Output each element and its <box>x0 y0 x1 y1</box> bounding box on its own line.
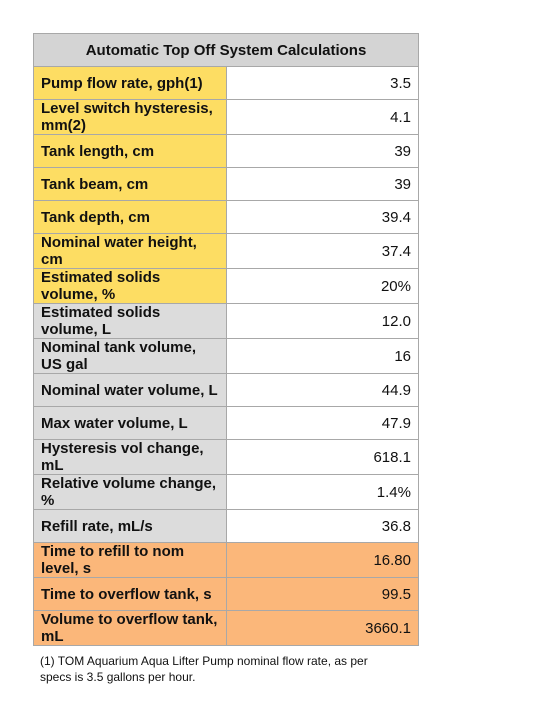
row-label: Refill rate, mL/s <box>33 509 227 543</box>
row-label: Hysteresis vol change, mL <box>33 439 227 475</box>
calculations-sheet: Automatic Top Off System Calculations Pu… <box>33 33 419 646</box>
table-row: Pump flow rate, gph(1) 3.5 <box>33 66 419 100</box>
row-value: 4.1 <box>225 99 419 135</box>
row-label: Volume to overflow tank, mL <box>33 610 227 646</box>
table-row: Tank length, cm 39 <box>33 134 419 168</box>
row-value: 47.9 <box>225 406 419 440</box>
footnote-line: specs is 3.5 gallons per hour. <box>40 670 196 684</box>
table-row: Hysteresis vol change, mL 618.1 <box>33 439 419 475</box>
table-row: Max water volume, L 47.9 <box>33 406 419 440</box>
row-value: 39 <box>225 167 419 201</box>
row-label: Tank beam, cm <box>33 167 227 201</box>
table-title: Automatic Top Off System Calculations <box>33 33 419 67</box>
row-value: 44.9 <box>225 373 419 407</box>
footnote: (1) TOM Aquarium Aqua Lifter Pump nomina… <box>40 653 440 685</box>
table-row: Time to overflow tank, s 99.5 <box>33 577 419 611</box>
table-row: Nominal tank volume, US gal 16 <box>33 338 419 374</box>
row-label: Level switch hysteresis, mm(2) <box>33 99 227 135</box>
table-row: Time to refill to nom level, s 16.80 <box>33 542 419 578</box>
table-row: Estimated solids volume, % 20% <box>33 268 419 304</box>
row-value: 12.0 <box>225 303 419 339</box>
table-row: Tank beam, cm 39 <box>33 167 419 201</box>
row-label: Pump flow rate, gph(1) <box>33 66 227 100</box>
row-label: Nominal water height, cm <box>33 233 227 269</box>
row-value: 99.5 <box>225 577 419 611</box>
table-row: Refill rate, mL/s 36.8 <box>33 509 419 543</box>
table-row: Level switch hysteresis, mm(2) 4.1 <box>33 99 419 135</box>
row-label: Max water volume, L <box>33 406 227 440</box>
row-value: 37.4 <box>225 233 419 269</box>
calculations-table: Automatic Top Off System Calculations Pu… <box>33 33 419 646</box>
row-label: Estimated solids volume, % <box>33 268 227 304</box>
row-label: Time to refill to nom level, s <box>33 542 227 578</box>
table-header-row: Automatic Top Off System Calculations <box>33 33 419 67</box>
table-row: Volume to overflow tank, mL 3660.1 <box>33 610 419 646</box>
row-label: Relative volume change, % <box>33 474 227 510</box>
row-value: 1.4% <box>225 474 419 510</box>
row-value: 20% <box>225 268 419 304</box>
row-value: 16.80 <box>225 542 419 578</box>
row-value: 39 <box>225 134 419 168</box>
row-label: Tank depth, cm <box>33 200 227 234</box>
table-body: Pump flow rate, gph(1) 3.5 Level switch hy… <box>33 66 419 646</box>
row-label: Nominal water volume, L <box>33 373 227 407</box>
table-row: Estimated solids volume, L 12.0 <box>33 303 419 339</box>
row-value: 3660.1 <box>225 610 419 646</box>
row-label: Tank length, cm <box>33 134 227 168</box>
footnote-line: (1) TOM Aquarium Aqua Lifter Pump nomina… <box>40 654 368 668</box>
row-label: Time to overflow tank, s <box>33 577 227 611</box>
table-row: Tank depth, cm 39.4 <box>33 200 419 234</box>
row-value: 36.8 <box>225 509 419 543</box>
row-label: Nominal tank volume, US gal <box>33 338 227 374</box>
row-value: 16 <box>225 338 419 374</box>
table-row: Nominal water height, cm 37.4 <box>33 233 419 269</box>
row-label: Estimated solids volume, L <box>33 303 227 339</box>
row-value: 39.4 <box>225 200 419 234</box>
table-row: Relative volume change, % 1.4% <box>33 474 419 510</box>
row-value: 618.1 <box>225 439 419 475</box>
table-row: Nominal water volume, L 44.9 <box>33 373 419 407</box>
row-value: 3.5 <box>225 66 419 100</box>
